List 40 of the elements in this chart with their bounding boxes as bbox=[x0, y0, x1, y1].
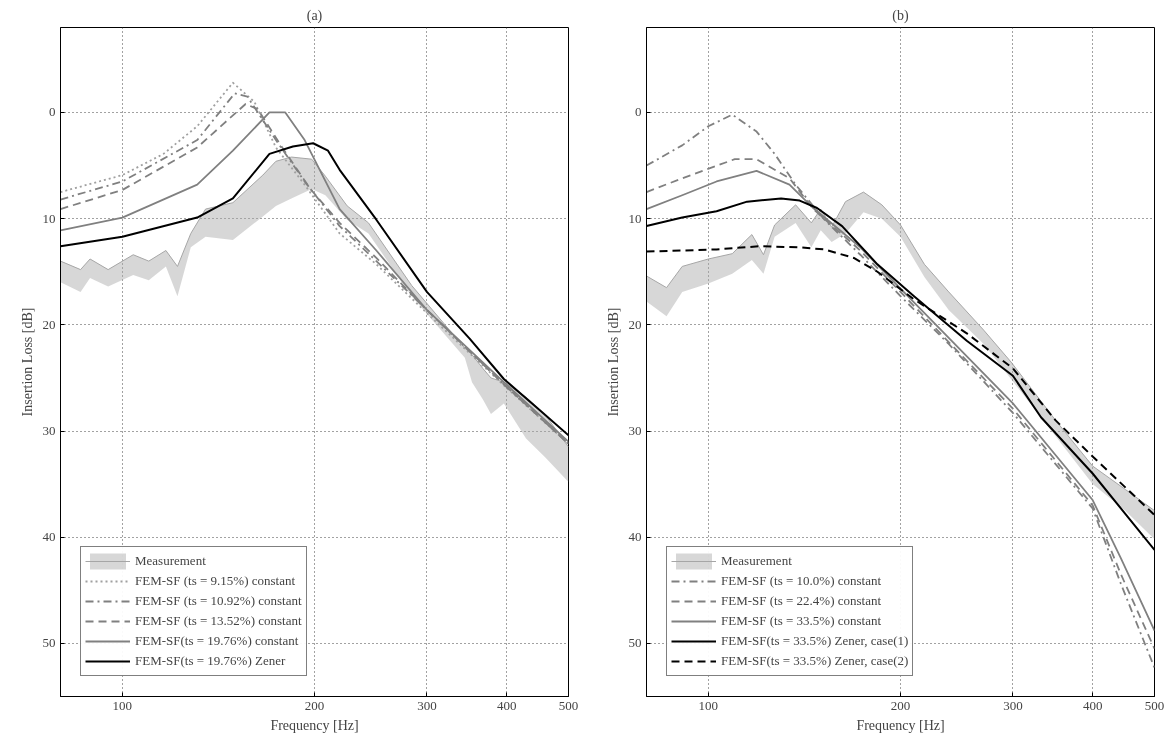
x-tick-label: 400 bbox=[496, 697, 517, 713]
legend-label: FEM-SF(ts = 19.76%) constant bbox=[135, 633, 299, 649]
y-tick-label: 40 bbox=[628, 529, 642, 545]
x-tick-label: 100 bbox=[112, 697, 133, 713]
x-tick-label: 200 bbox=[304, 697, 325, 713]
legend-label: FEM-SF (ts = 13.52%) constant bbox=[135, 613, 302, 629]
y-tick-label: 30 bbox=[42, 423, 56, 439]
y-tick-label: 0 bbox=[635, 104, 642, 120]
y-tick-label: 0 bbox=[49, 104, 56, 120]
legend-label: Measurement bbox=[721, 553, 792, 569]
legend-label: FEM-SF(ts = 19.76%) Zener bbox=[135, 653, 286, 669]
y-tick-label: 20 bbox=[42, 316, 56, 332]
y-tick-label: 30 bbox=[628, 423, 642, 439]
x-tick-label: 300 bbox=[1003, 697, 1023, 713]
y-tick-label: 10 bbox=[628, 210, 642, 226]
x-tick-label: 400 bbox=[1082, 697, 1103, 713]
x-tick-label: 200 bbox=[890, 697, 911, 713]
legend-label: FEM-SF (ts = 22.4%) constant bbox=[721, 593, 882, 609]
chart-title: (b) bbox=[892, 7, 909, 24]
legend-label: FEM-SF (ts = 10.92%) constant bbox=[135, 593, 302, 609]
y-axis-title: Insertion Loss [dB] bbox=[605, 307, 621, 417]
y-tick-label: 50 bbox=[628, 635, 642, 651]
legend-label: FEM-SF(ts = 33.5%) Zener, case(2) bbox=[721, 653, 909, 669]
legend-label: FEM-SF(ts = 33.5%) Zener, case(1) bbox=[721, 633, 909, 649]
chart-title: (a) bbox=[306, 7, 323, 24]
y-tick-label: 20 bbox=[628, 316, 642, 332]
legend-label: FEM-SF (ts = 33.5%) constant bbox=[721, 613, 882, 629]
legend-label: FEM-SF (ts = 10.0%) constant bbox=[721, 573, 882, 589]
x-tick-label: 500 bbox=[1144, 697, 1165, 713]
legend-label: Measurement bbox=[135, 553, 206, 569]
y-tick-label: 10 bbox=[42, 210, 56, 226]
x-axis-title: Frequency [Hz] bbox=[856, 717, 945, 733]
y-tick-label: 40 bbox=[42, 529, 56, 545]
x-axis-title: Frequency [Hz] bbox=[270, 717, 359, 733]
x-tick-label: 500 bbox=[558, 697, 579, 713]
x-tick-label: 300 bbox=[417, 697, 437, 713]
legend-label: FEM-SF (ts = 9.15%) constant bbox=[135, 573, 296, 589]
y-axis-title: Insertion Loss [dB] bbox=[19, 307, 35, 417]
y-tick-label: 50 bbox=[42, 635, 56, 651]
x-tick-label: 100 bbox=[698, 697, 719, 713]
